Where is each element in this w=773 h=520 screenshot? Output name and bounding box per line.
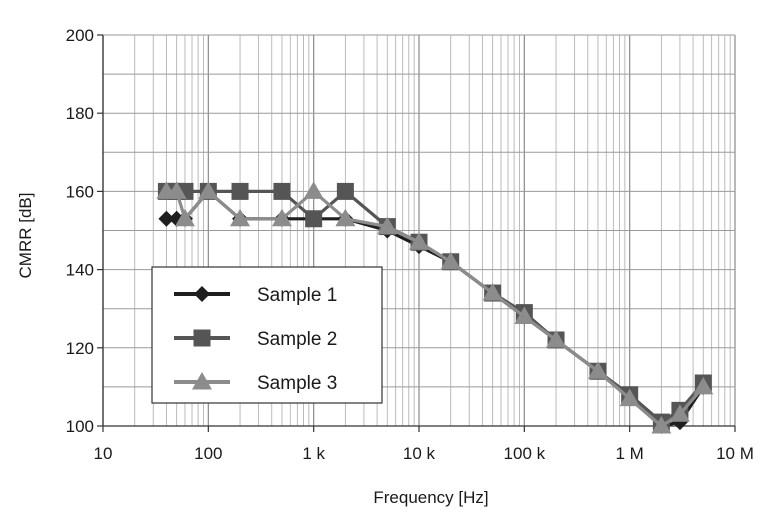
data-point (230, 208, 251, 227)
x-tick-label: 1 M (615, 444, 643, 463)
data-point (198, 181, 219, 199)
data-point (335, 208, 356, 227)
y-tick-label: 120 (66, 339, 94, 358)
legend-label: Sample 3 (257, 373, 337, 394)
x-axis-title: Frequency [Hz] (373, 488, 488, 507)
data-point (546, 329, 567, 348)
legend-label: Sample 2 (257, 329, 337, 350)
data-point (651, 416, 672, 434)
data-point (693, 376, 714, 395)
legend: Sample 1 Sample 2 Sample 3 (151, 266, 383, 404)
y-tick-label: 160 (66, 182, 94, 201)
data-point (303, 181, 324, 199)
data-point (273, 182, 291, 200)
x-tick-label: 10 (94, 444, 113, 463)
data-point (166, 181, 187, 199)
data-point (619, 388, 640, 407)
data-point (514, 306, 535, 325)
x-tick-label: 10 M (716, 444, 754, 463)
x-tick-label: 100 k (504, 444, 546, 463)
data-point (336, 182, 354, 200)
data-point (377, 216, 398, 235)
legend-marker (192, 372, 212, 390)
legend-marker (194, 286, 210, 302)
data-point (669, 404, 690, 422)
legend-marker (193, 329, 211, 347)
legend-entry: Sample 2 (174, 329, 337, 350)
data-point (482, 283, 503, 301)
y-axis-title: CMRR [dB] (16, 193, 35, 279)
y-tick-label: 100 (66, 417, 94, 436)
data-point (174, 208, 195, 227)
data-point (587, 361, 608, 379)
data-point (409, 232, 429, 250)
y-tick-label: 140 (66, 261, 94, 280)
data-point (158, 210, 175, 227)
data-point (271, 208, 292, 227)
y-tick-label: 180 (66, 104, 94, 123)
data-point (305, 210, 323, 228)
series-layer (156, 181, 714, 434)
series-3 (156, 181, 714, 434)
axes (97, 34, 736, 432)
legend-entry: Sample 3 (174, 372, 337, 394)
legend-label: Sample 1 (257, 285, 337, 306)
data-point (440, 251, 461, 270)
x-tick-label: 1 k (302, 444, 325, 463)
x-tick-label: 10 k (403, 444, 436, 463)
y-tick-label: 200 (66, 26, 94, 45)
data-point (231, 182, 249, 200)
x-tick-label: 100 (194, 444, 222, 463)
legend-entry: Sample 1 (174, 285, 337, 306)
